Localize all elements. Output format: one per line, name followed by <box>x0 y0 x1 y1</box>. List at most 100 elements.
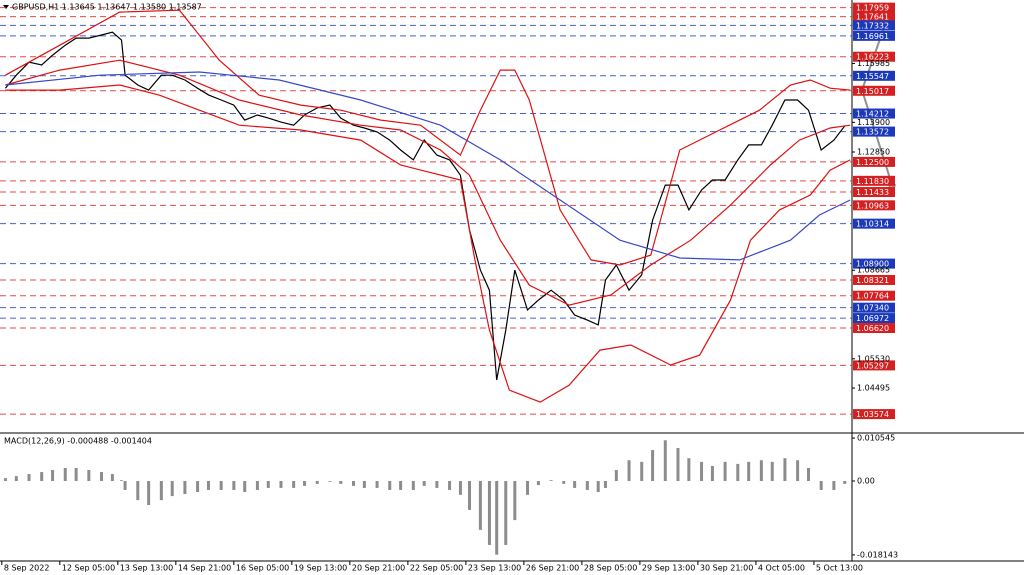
histogram-bar <box>448 481 452 490</box>
histogram-bar <box>663 440 667 482</box>
level-label: 1.05297 <box>856 361 889 370</box>
histogram-bar <box>3 478 7 482</box>
level-label: 1.10963 <box>856 201 889 210</box>
histogram-bar <box>468 481 472 510</box>
level-box <box>853 108 895 119</box>
level-box <box>853 218 895 229</box>
histogram-bar <box>243 481 247 493</box>
x-tick-label: 26 Sep 21:00 <box>526 564 579 573</box>
histogram-bar <box>362 481 366 488</box>
panel-title: MACD(12,26,9) -0.000488 -0.001404 <box>4 437 152 446</box>
histogram-bar <box>796 460 800 482</box>
histogram-bar <box>640 461 644 482</box>
histogram-bar <box>770 461 774 482</box>
x-tick-label: 20 Sep 21:00 <box>352 564 405 573</box>
x-tick-label: 4 Oct 05:00 <box>758 564 805 573</box>
price-line <box>5 71 851 261</box>
y-tick-label: 0.010545 <box>857 434 895 443</box>
y-tick-label: 1.13900 <box>857 118 890 127</box>
level-label: 1.07340 <box>856 304 889 313</box>
histogram-bar <box>422 481 426 486</box>
histogram-bar <box>526 481 530 495</box>
level-box <box>853 30 895 41</box>
histogram-bar <box>495 481 499 555</box>
x-tick-label: 22 Sep 05:00 <box>410 564 463 573</box>
x-tick-label: 8 Sep 2022 <box>4 564 50 573</box>
histogram-bar <box>435 481 439 488</box>
histogram-bar <box>843 481 847 484</box>
x-tick-label: 28 Sep 05:00 <box>584 564 637 573</box>
histogram-bar <box>504 481 508 545</box>
histogram-bar <box>651 450 655 482</box>
histogram-bar <box>119 480 123 482</box>
x-tick-label: 30 Sep 21:00 <box>700 564 753 573</box>
histogram-bar <box>399 481 403 490</box>
histogram-bar <box>723 461 727 482</box>
level-label: 1.13572 <box>856 128 889 137</box>
histogram-bar <box>487 481 491 545</box>
histogram-bar <box>219 481 223 490</box>
histogram-bar <box>573 481 577 488</box>
level-label: 1.12500 <box>856 158 889 167</box>
histogram-bar <box>603 481 607 488</box>
histogram-bar <box>759 460 763 482</box>
level-label: 1.17641 <box>856 13 889 22</box>
level-box <box>853 175 895 186</box>
level-box <box>853 258 895 269</box>
histogram-bar <box>315 481 319 484</box>
histogram-bar <box>206 481 210 490</box>
histogram-bar <box>596 481 600 493</box>
histogram-bar <box>27 474 31 482</box>
menu-triangle[interactable] <box>3 5 9 9</box>
y-tick-label: 1.04495 <box>857 384 890 393</box>
histogram-bar <box>40 472 44 482</box>
histogram-bar <box>819 481 823 490</box>
histogram-bar <box>351 481 355 486</box>
level-label: 1.11433 <box>856 188 889 197</box>
level-label: 1.15547 <box>856 72 889 81</box>
level-label: 1.03574 <box>856 410 889 419</box>
histogram-bar <box>123 481 127 490</box>
level-label: 1.14212 <box>856 110 889 119</box>
level-label: 1.07764 <box>856 292 889 301</box>
level-box <box>853 274 895 285</box>
histogram-bar <box>806 467 810 482</box>
level-box <box>853 51 895 62</box>
histogram-bar <box>136 481 140 501</box>
histogram-bar <box>549 480 553 482</box>
level-label: 1.17332 <box>856 21 889 30</box>
y-tick-label: 1.12850 <box>857 148 890 157</box>
histogram-bar <box>585 481 589 490</box>
histogram-bar <box>710 465 714 482</box>
level-box <box>853 156 895 167</box>
level-box <box>853 2 895 13</box>
histogram-bar <box>292 481 296 488</box>
histogram-bar <box>783 458 787 482</box>
histogram-bar <box>255 481 259 490</box>
histogram-bar <box>388 481 392 490</box>
level-label: 1.16961 <box>856 32 889 41</box>
level-box <box>853 11 895 22</box>
panel-title: GBPUSD,H1 1.13645 1.13647 1.13580 1.1358… <box>12 3 202 12</box>
histogram-bar <box>87 470 91 482</box>
histogram-bar <box>147 481 151 506</box>
x-tick-label: 5 Oct 13:00 <box>816 564 863 573</box>
histogram-bar <box>411 481 415 490</box>
level-box <box>853 20 895 31</box>
histogram-bar <box>159 481 163 501</box>
level-box <box>853 85 895 96</box>
level-box <box>853 187 895 198</box>
x-tick-label: 14 Sep 21:00 <box>178 564 231 573</box>
histogram-bar <box>747 461 751 482</box>
level-box <box>853 302 895 313</box>
histogram-bar <box>74 467 78 482</box>
level-box <box>853 290 895 301</box>
y-tick-label: 1.15985 <box>857 59 890 68</box>
histogram-bar <box>614 470 618 482</box>
histogram-bar <box>232 481 236 490</box>
histogram-bar <box>100 472 104 482</box>
level-box <box>853 360 895 371</box>
price-line <box>4 31 846 381</box>
